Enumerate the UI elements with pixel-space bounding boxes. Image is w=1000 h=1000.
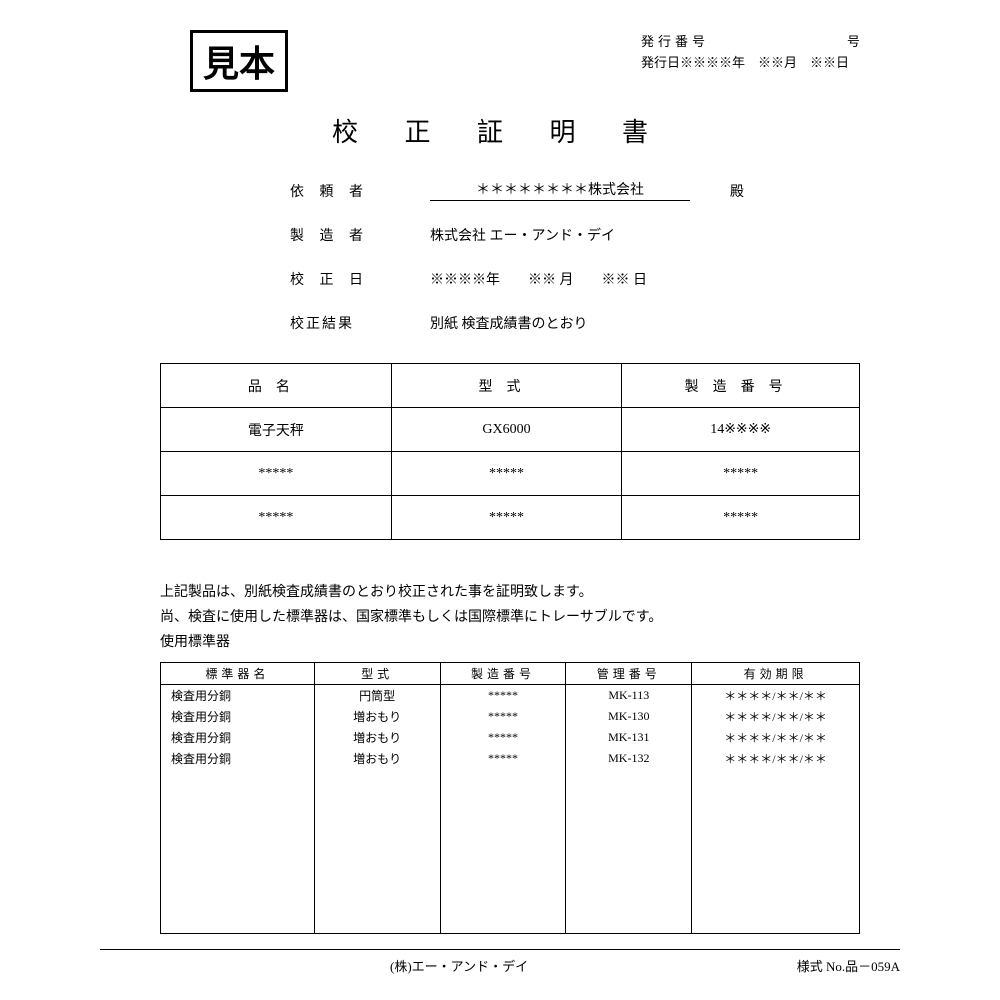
cell: 検査用分銅 xyxy=(161,727,315,748)
cell: 検査用分銅 xyxy=(161,748,315,769)
cell: MK-130 xyxy=(566,706,692,727)
cell: MK-131 xyxy=(566,727,692,748)
table-row: 検査用分銅 円筒型 ***** MK-113 ＊＊＊＊/＊＊/＊＊ xyxy=(161,684,860,706)
cal-date-label: 校 正 日 xyxy=(290,269,380,289)
info-block: 依 頼 者 ＊＊＊＊＊＊＊＊株式会社 殿 製 造 者 株式会社 エー・アンド・デ… xyxy=(290,179,940,333)
cell: 増おもり xyxy=(314,727,440,748)
table-row: ***** ***** ***** xyxy=(161,452,860,496)
cell: GX6000 xyxy=(391,408,622,452)
maker-value: 株式会社 エー・アンド・デイ xyxy=(430,225,615,245)
table-row: ***** ***** ***** xyxy=(161,496,860,540)
table-header-row: 品名 型式 製造番号 xyxy=(161,364,860,408)
cell: 検査用分銅 xyxy=(161,684,315,706)
cell: MK-132 xyxy=(566,748,692,769)
col-model: 型式 xyxy=(391,364,622,408)
client-value: ＊＊＊＊＊＊＊＊株式会社 xyxy=(430,179,690,201)
cell: MK-113 xyxy=(566,684,692,706)
table-row: 電子天秤 GX6000 14※※※※ xyxy=(161,408,860,452)
col-std-mgmt: 管理番号 xyxy=(566,662,692,684)
table-header-row: 標準器名 型式 製造番号 管理番号 有効期限 xyxy=(161,662,860,684)
document-title: 校 正 証 明 書 xyxy=(60,112,940,149)
col-std-model: 型式 xyxy=(314,662,440,684)
client-label: 依 頼 者 xyxy=(290,181,380,201)
cell: ***** xyxy=(622,496,860,540)
col-std-serial: 製造番号 xyxy=(440,662,566,684)
cert-line: 上記製品は、別紙検査成績書のとおり校正された事を証明致します。 xyxy=(160,580,840,605)
col-std-validity: 有効期限 xyxy=(692,662,860,684)
header-issue-info: 発行番号 号 発行日 ※※※※年 ※※月 ※※日 xyxy=(641,32,860,74)
issue-no-suffix: 号 xyxy=(847,32,860,53)
issue-date-label: 発行日 xyxy=(641,53,680,74)
cell: ***** xyxy=(161,452,392,496)
cell: ***** xyxy=(391,452,622,496)
cell: ***** xyxy=(622,452,860,496)
cell: ＊＊＊＊/＊＊/＊＊ xyxy=(692,706,860,727)
cal-date-value: ※※※※年 ※※ 月 ※※ 日 xyxy=(430,269,647,289)
footer-form-number: 様式 No.品－059A xyxy=(797,956,900,975)
table-row: 検査用分銅 増おもり ***** MK-130 ＊＊＊＊/＊＊/＊＊ xyxy=(161,706,860,727)
table-spacer xyxy=(161,769,860,934)
col-std-name: 標準器名 xyxy=(161,662,315,684)
standard-equipment-table: 標準器名 型式 製造番号 管理番号 有効期限 検査用分銅 円筒型 ***** M… xyxy=(160,662,860,935)
cell: 円筒型 xyxy=(314,684,440,706)
maker-label: 製 造 者 xyxy=(290,225,380,245)
footer-company: (株)エー・アンド・デイ xyxy=(390,956,528,975)
col-serial: 製造番号 xyxy=(622,364,860,408)
certification-text: 上記製品は、別紙検査成績書のとおり校正された事を証明致します。 尚、検査に使用し… xyxy=(160,580,840,656)
cell: ***** xyxy=(440,727,566,748)
result-value: 別紙 検査成績書のとおり xyxy=(430,313,588,333)
cell: ***** xyxy=(440,748,566,769)
footer: (株)エー・アンド・デイ 様式 No.品－059A xyxy=(100,949,900,975)
cert-line: 使用標準器 xyxy=(160,630,840,655)
cell: ＊＊＊＊/＊＊/＊＊ xyxy=(692,727,860,748)
cell: ＊＊＊＊/＊＊/＊＊ xyxy=(692,748,860,769)
cell: ***** xyxy=(391,496,622,540)
cell: 増おもり xyxy=(314,706,440,727)
col-product-name: 品名 xyxy=(161,364,392,408)
table-row: 検査用分銅 増おもり ***** MK-131 ＊＊＊＊/＊＊/＊＊ xyxy=(161,727,860,748)
issue-date-value: ※※※※年 ※※月 ※※日 xyxy=(680,53,849,74)
cell: 増おもり xyxy=(314,748,440,769)
table-row: 検査用分銅 増おもり ***** MK-132 ＊＊＊＊/＊＊/＊＊ xyxy=(161,748,860,769)
client-suffix: 殿 xyxy=(730,181,744,201)
sample-stamp: 見本 xyxy=(190,30,288,92)
cert-line: 尚、検査に使用した標準器は、国家標準もしくは国際標準にトレーサブルです。 xyxy=(160,605,840,630)
cell: 14※※※※ xyxy=(622,408,860,452)
cell: ***** xyxy=(161,496,392,540)
product-table: 品名 型式 製造番号 電子天秤 GX6000 14※※※※ ***** ****… xyxy=(160,363,860,540)
cell: 電子天秤 xyxy=(161,408,392,452)
issue-no-label: 発行番号 xyxy=(641,32,709,53)
cell: 検査用分銅 xyxy=(161,706,315,727)
cell: ***** xyxy=(440,684,566,706)
cell: ＊＊＊＊/＊＊/＊＊ xyxy=(692,684,860,706)
cell: ***** xyxy=(440,706,566,727)
result-label: 校正結果 xyxy=(290,313,380,333)
